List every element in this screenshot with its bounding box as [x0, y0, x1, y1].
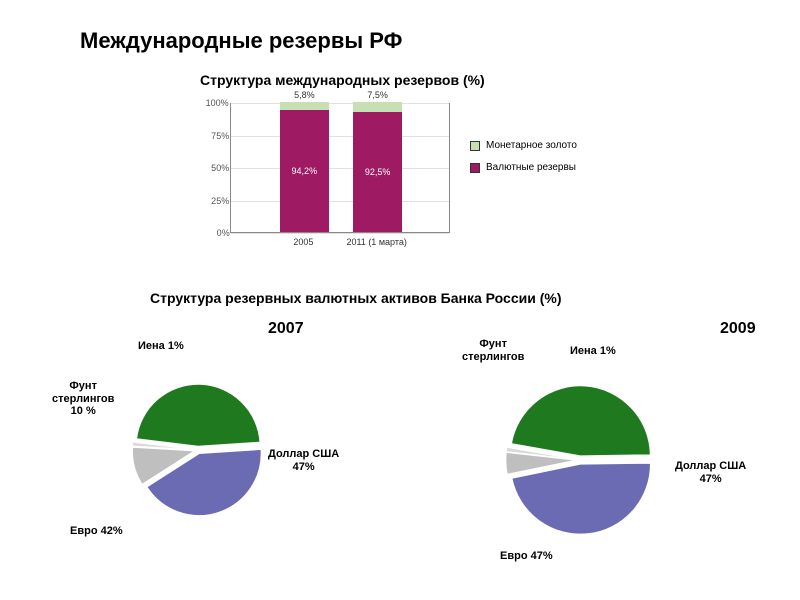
bar-segment-label: 5,8%	[280, 90, 328, 100]
y-axis-tick: 50%	[211, 163, 229, 173]
gridline	[231, 136, 449, 137]
legend-item: Валютные резервы	[470, 162, 577, 174]
pie-chart: 2007Доллар США47%Евро 42%Фунтстерлингов1…	[10, 320, 390, 580]
legend-swatch	[470, 163, 480, 173]
legend-label: Валютные резервы	[486, 162, 576, 174]
pie-slice	[137, 384, 260, 446]
stacked-bar: 94,2% 5,8%	[280, 102, 328, 232]
pie-section-title: Структура резервных валютных активов Бан…	[150, 290, 561, 306]
y-axis-tick: 25%	[211, 196, 229, 206]
x-axis-tick: 2005	[293, 237, 313, 247]
bar-segment: 94,2%	[280, 110, 328, 232]
gridline	[231, 103, 449, 104]
bar-segment-label: 7,5%	[353, 90, 401, 100]
y-axis-tick: 0%	[217, 228, 230, 238]
pie-slice	[511, 386, 650, 456]
stacked-bar-chart: 0% 25% 50% 75% 100% 94,2% 5,8% 92,5% 7,5% Монета…	[170, 95, 590, 265]
pie-slice-label: Фунтстерлингов	[462, 338, 524, 363]
pie-slice-label: Иена 1%	[570, 345, 616, 358]
bar-chart-title: Структура международных резервов (%)	[200, 72, 485, 88]
pie-slice-label: Евро 42%	[70, 525, 123, 538]
bar-segment: 7,5%	[353, 102, 401, 112]
pie-chart: 2009Доллар США47%Евро 47%ФунтстерлинговИ…	[400, 320, 780, 580]
bar-segment-label: 92,5%	[353, 167, 401, 177]
pie-slice-label: Иена 1%	[138, 340, 184, 353]
pie-slice-label: Доллар США47%	[675, 460, 746, 485]
legend-label: Монетарное золото	[486, 140, 577, 152]
bar-plot-area: 0%25%50%75%100%94,2%5,8%92,5%7,5%	[230, 103, 450, 233]
stacked-bar: 92,5% 7,5%	[353, 102, 401, 232]
pie-slice	[512, 463, 651, 534]
pie-svg	[400, 320, 780, 580]
pie-slice-label: Евро 47%	[500, 550, 553, 563]
bar-legend: Монетарное золото Валютные резервы	[470, 130, 577, 184]
y-axis-tick: 100%	[206, 98, 229, 108]
bar-segment: 5,8%	[280, 102, 328, 110]
x-axis-tick: 2011 (1 марта)	[346, 237, 406, 247]
page-title: Международные резервы РФ	[80, 28, 402, 54]
pie-slice-label: Фунтстерлингов10 %	[52, 380, 114, 418]
gridline	[231, 233, 449, 234]
y-axis-tick: 75%	[211, 131, 229, 141]
legend-swatch	[470, 141, 480, 151]
gridline	[231, 168, 449, 169]
gridline	[231, 201, 449, 202]
pie-slice-label: Доллар США47%	[268, 448, 339, 473]
legend-item: Монетарное золото	[470, 140, 577, 152]
bar-segment-label: 94,2%	[280, 166, 328, 176]
bar-segment: 92,5%	[353, 112, 401, 232]
